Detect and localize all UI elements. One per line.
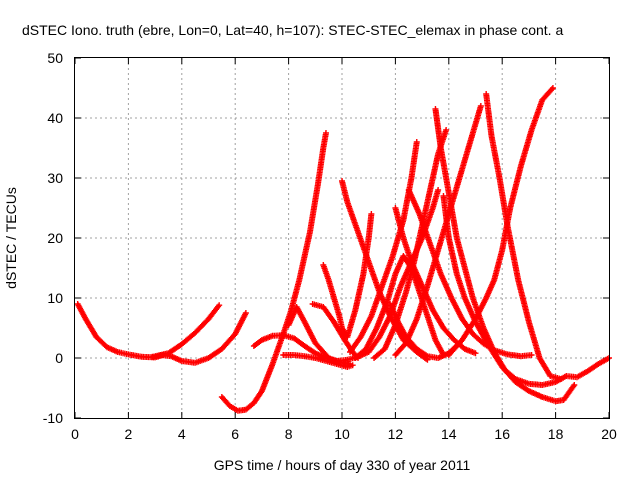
chart-title: dSTEC Iono. truth (ebre, Lon=0, Lat=40, … [22, 22, 563, 38]
data-point [435, 187, 442, 193]
x-tick-label: 14 [441, 426, 457, 442]
data-point [216, 302, 223, 309]
satellite-track [347, 139, 420, 355]
data-point [557, 376, 564, 382]
x-tick-label: 0 [71, 426, 79, 442]
data-point [528, 352, 535, 358]
data-point [413, 139, 420, 145]
satellite-track [440, 193, 578, 405]
x-tick-label: 12 [388, 426, 404, 442]
satellite-track [483, 91, 564, 382]
y-tick-label: 50 [47, 50, 63, 66]
data-point [571, 382, 578, 388]
data-marks [74, 85, 612, 414]
satellite-track [445, 85, 556, 358]
plot-frame [74, 57, 610, 419]
data-point [443, 127, 450, 133]
y-tick-label: 10 [47, 290, 63, 306]
data-point [368, 211, 375, 217]
satellite-track [405, 187, 535, 360]
y-tick-label: 0 [55, 350, 63, 366]
axis-ticks: 0 2 4 6 8 10 12 14 16 18 20 -10 0 10 20 30 40 50 [43, 50, 617, 442]
x-tick-label: 2 [125, 426, 133, 442]
satellite-track [149, 302, 223, 360]
y-tick-label: 20 [47, 230, 63, 246]
x-tick-label: 20 [601, 426, 617, 442]
y-axis-title: dSTEC / TECUs [3, 187, 19, 289]
data-point [549, 85, 556, 91]
data-point [472, 350, 479, 357]
y-tick-label: 30 [47, 170, 63, 186]
x-axis-title: GPS time / hours of day 330 of year 2011 [214, 457, 471, 473]
satellite-track [352, 253, 447, 361]
satellite-track [157, 310, 249, 366]
data-point [477, 103, 484, 109]
y-tick-label: -10 [43, 410, 63, 426]
x-tick-label: 16 [494, 426, 510, 442]
data-point [347, 361, 354, 367]
satellite-track [339, 178, 431, 363]
data-point [322, 130, 329, 136]
satellite-track [218, 130, 329, 414]
data-point [548, 86, 555, 93]
satellite-track [74, 301, 167, 361]
data-point [242, 310, 249, 316]
x-tick-label: 6 [231, 426, 239, 442]
x-tick-label: 8 [285, 426, 293, 442]
x-tick-label: 10 [334, 426, 350, 442]
y-tick-label: 40 [47, 110, 63, 126]
x-tick-label: 18 [548, 426, 564, 442]
x-tick-label: 4 [178, 426, 186, 442]
